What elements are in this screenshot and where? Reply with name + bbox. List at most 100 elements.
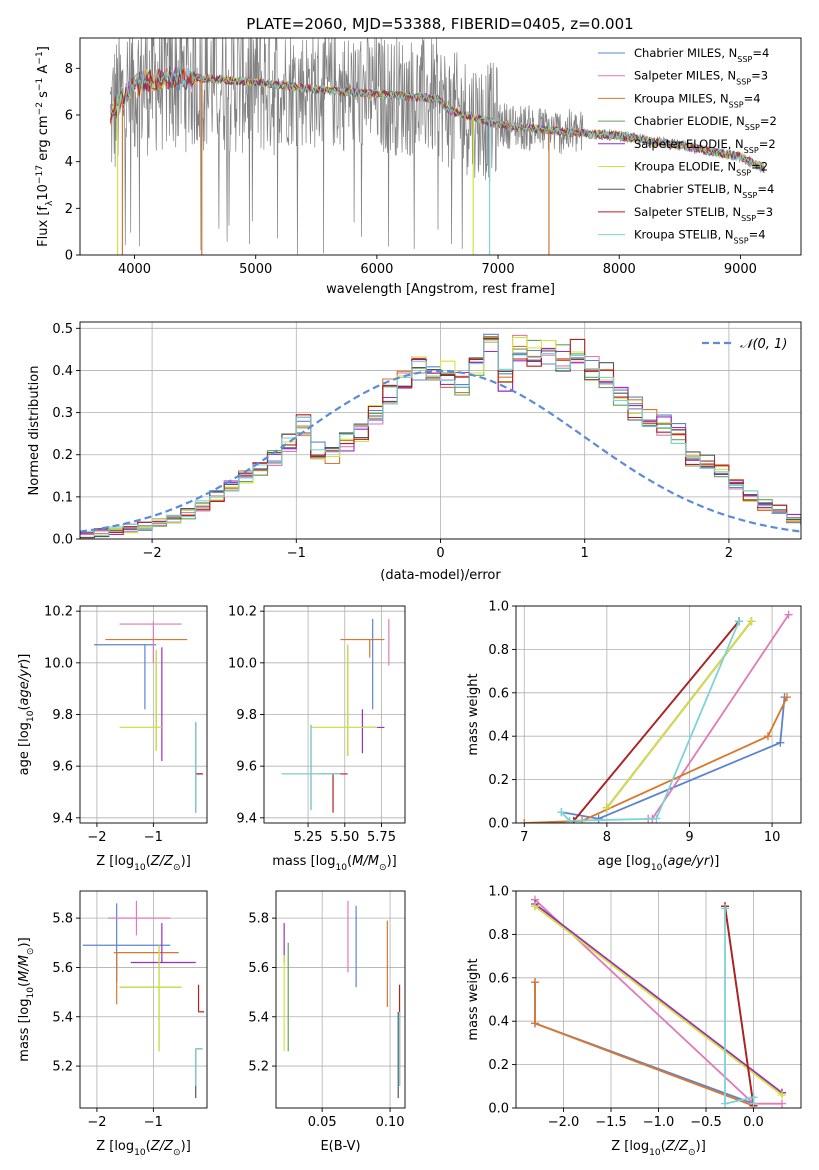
weight-marker — [776, 738, 785, 747]
y-tick-label: 6 — [65, 109, 73, 124]
x-tick-label: −1.5 — [595, 1115, 627, 1130]
y-tick-label: 0.5 — [52, 322, 73, 337]
weight-lines — [520, 610, 793, 823]
weight-marker — [652, 814, 661, 823]
y-tick-label: 5.4 — [52, 1010, 73, 1025]
legend-entry: Salpeter STELIB, NSSP=3 — [634, 205, 773, 223]
weight-marker — [782, 693, 791, 702]
errorbars — [94, 621, 204, 813]
x-tick-label: 8000 — [603, 262, 636, 277]
x-tick-label: 5.75 — [367, 830, 396, 845]
y-tick-label: 0 — [65, 249, 73, 264]
legend-entry: Salpeter ELODIE, NSSP=2 — [634, 137, 776, 155]
x-tick-label: −0.5 — [690, 1115, 722, 1130]
weight-marker — [602, 803, 611, 812]
model-spectrum — [109, 68, 765, 170]
y-tick-label: 0.3 — [52, 406, 73, 421]
y-tick-label: 9.8 — [236, 708, 257, 723]
y-tick-label: 1.0 — [488, 600, 509, 615]
y-tick-label: 0.4 — [52, 364, 73, 379]
residual-histogram — [80, 337, 801, 533]
legend-entry: Kroupa MILES, NSSP=4 — [634, 91, 761, 109]
weight-marker — [735, 617, 744, 626]
x-tick-label: 5000 — [239, 262, 272, 277]
observed-spectrum — [109, 38, 765, 255]
y-tick-label: 9.8 — [52, 708, 73, 723]
x-tick-label: 9000 — [724, 262, 757, 277]
weight-marker — [531, 978, 539, 987]
errorbars — [82, 900, 205, 1099]
y-tick-label: 0.8 — [488, 928, 509, 943]
weight-line — [561, 697, 786, 820]
y-tick-label: 10.2 — [228, 605, 257, 620]
y-tick-label: 2 — [65, 202, 73, 217]
weight-marker — [594, 814, 603, 823]
y-tick-label: 0.0 — [52, 533, 73, 548]
weight-marker — [721, 1099, 729, 1108]
x-tick-label: −1 — [287, 546, 306, 561]
x-tick-label: 0.0 — [743, 1115, 764, 1130]
x-tick-label: −2.0 — [548, 1115, 580, 1130]
y-tick-label: 0.8 — [488, 643, 509, 658]
x-tick-label: 9 — [685, 830, 693, 845]
y-tick-label: 9.6 — [52, 760, 73, 775]
axes-frame — [275, 890, 406, 1109]
y-tick-label: 0.0 — [488, 817, 509, 832]
weight-marker — [778, 1099, 786, 1108]
x-tick-label: 6000 — [360, 262, 393, 277]
x-axis-label: Z [log10(Z/Z⊙)] — [96, 1139, 191, 1158]
x-tick-label: −1 — [144, 1115, 163, 1130]
weight-marker — [749, 1099, 758, 1108]
weight-line — [560, 620, 740, 822]
legend-entry: 𝒩(0, 1) — [740, 337, 787, 352]
axes-frame — [79, 890, 208, 1109]
residual-histogram — [80, 347, 801, 537]
y-axis-label: Normed distribution — [27, 366, 42, 496]
figure-title: PLATE=2060, MJD=53388, FIBERID=0405, z=0… — [246, 15, 633, 33]
weight-line — [573, 620, 740, 822]
residual-histogram — [80, 338, 801, 538]
y-axis-label: Flux [fλ10−17 erg cm−2 s−1 A−1] — [35, 46, 55, 247]
normal-curve — [80, 369, 801, 533]
x-tick-label: 5.50 — [330, 830, 359, 845]
y-axis-label: mass weight — [466, 958, 481, 1040]
mass-vs-Z-panel: −2 −1 5.2 5.4 5.6 5.8 Z [log10(Z/Z⊙)] mass [log… — [17, 890, 208, 1158]
weight-marker — [784, 610, 793, 619]
legend-entry: Kroupa ELODIE, NSSP=2 — [634, 160, 768, 178]
x-axis-label: Z [log10(Z/Z⊙)] — [611, 1139, 706, 1158]
weight-marker — [531, 1019, 539, 1028]
spectrum-panel: 4000 5000 6000 7000 8000 9000 0 2 4 6 8 wavelength … — [35, 37, 802, 297]
x-tick-label: 2 — [725, 546, 733, 561]
x-tick-label: −2 — [87, 830, 106, 845]
y-tick-label: 0.6 — [488, 686, 509, 701]
legend-entry: Chabrier ELODIE, NSSP=2 — [634, 114, 777, 132]
weight-marker — [778, 1090, 786, 1099]
x-axis-label: Z [log10(Z/Z⊙)] — [96, 854, 191, 873]
y-tick-label: 5.6 — [248, 961, 269, 976]
legend-entry: Kroupa STELIB, NSSP=4 — [634, 228, 766, 246]
weight-line — [606, 620, 753, 809]
y-tick-label: 0.6 — [488, 971, 509, 986]
x-tick-label: 8 — [603, 830, 611, 845]
weight-marker — [721, 904, 729, 913]
weight-marker — [763, 732, 772, 741]
x-tick-label: 0.10 — [376, 1115, 405, 1130]
residual-histogram — [80, 339, 801, 537]
weight-marker — [520, 819, 529, 823]
x-axis-label: mass [log10(M/M⊙)] — [272, 854, 396, 873]
y-tick-label: 10.0 — [228, 656, 257, 671]
x-tick-label: 0 — [436, 546, 444, 561]
y-tick-label: 9.6 — [236, 760, 257, 775]
x-tick-label: 0.05 — [308, 1115, 337, 1130]
weight-line — [724, 906, 755, 1106]
y-tick-label: 5.8 — [52, 912, 73, 927]
x-tick-label: 5.25 — [294, 830, 323, 845]
massweight-vs-Z-panel: −2.0 −1.5 −1.0 −0.5 0.0 0.0 0.2 0.4 0.6 0.8 1.0 Z [… — [466, 885, 802, 1158]
x-tick-label: 10 — [764, 830, 781, 845]
residual-histogram — [80, 334, 801, 536]
x-tick-label: −1.0 — [643, 1115, 675, 1130]
y-tick-label: 0.4 — [488, 1015, 509, 1030]
weight-line — [534, 905, 783, 1096]
y-axis-label: mass [log10(M/M⊙)] — [17, 937, 36, 1061]
